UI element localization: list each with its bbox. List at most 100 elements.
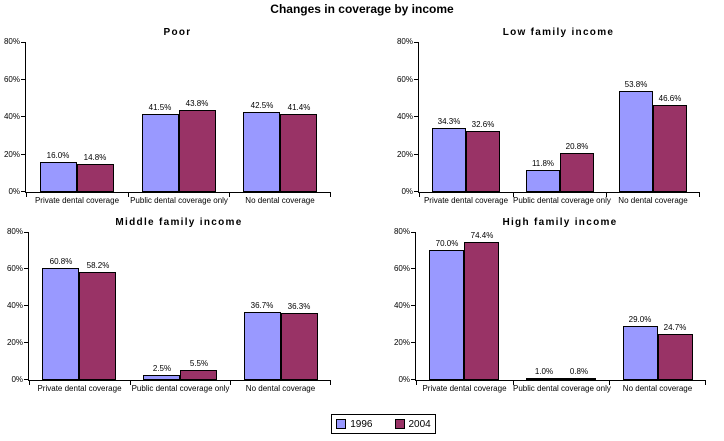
x-axis-tick xyxy=(416,381,417,385)
subplot-title-middle-family-income: Middle family income xyxy=(115,217,243,228)
y-axis-tick xyxy=(414,42,418,43)
bar-1996 xyxy=(619,91,653,192)
y-tick-label: 20% xyxy=(3,149,20,159)
y-tick-label: 20% xyxy=(6,338,23,347)
bar-1996 xyxy=(432,128,466,192)
x-category-label: Public dental coverage only xyxy=(131,384,230,393)
x-axis-tick xyxy=(330,381,331,385)
bar-2004 xyxy=(464,242,499,380)
x-axis-tick xyxy=(419,193,420,197)
subplot-low-family-income: Low family income 0% 20% 40% 60% 80% 34.3% 32.… xyxy=(390,25,724,215)
y-tick-label: 0% xyxy=(398,375,410,384)
bar-value-label: 36.7% xyxy=(250,301,274,310)
y-tick-label: 0% xyxy=(401,187,413,196)
y-tick-label: 20% xyxy=(396,149,413,159)
x-axis-tick xyxy=(513,381,514,385)
y-tick-label: 60% xyxy=(3,74,20,84)
bar-value-label: 58.2% xyxy=(86,261,110,270)
x-category-label: Private dental coverage xyxy=(423,196,509,205)
bar-value-label: 20.8% xyxy=(565,142,589,151)
y-tick-label: 40% xyxy=(3,112,20,121)
bar-value-label: 43.8% xyxy=(185,99,209,108)
bar-value-label: 1.0% xyxy=(534,367,554,376)
x-category-label: Private dental coverage xyxy=(37,384,122,393)
bar-value-label: 32.6% xyxy=(471,120,495,129)
legend-label-2004: 2004 xyxy=(408,418,431,430)
bar-2004 xyxy=(658,334,693,380)
y-axis-tick xyxy=(411,305,415,306)
y-tick-label: 40% xyxy=(396,112,413,121)
y-tick-label: 60% xyxy=(393,264,410,273)
bar-2004 xyxy=(77,164,114,192)
bar-1996 xyxy=(142,114,179,192)
y-tick-label: 80% xyxy=(396,37,413,46)
bar-value-label: 41.5% xyxy=(148,103,172,112)
x-axis-tick xyxy=(26,193,27,197)
plot-area-high-family-income: 0% 20% 40% 60% 80% 70.0% 74.4% Private dental c… xyxy=(394,227,706,393)
bar-value-label: 53.8% xyxy=(624,80,648,89)
x-axis-tick xyxy=(606,193,607,197)
bar-2004 xyxy=(179,110,216,192)
y-axis-tick xyxy=(411,232,415,233)
bar-2004 xyxy=(79,272,116,380)
y-axis-tick xyxy=(21,191,25,192)
y-tick-label: 20% xyxy=(393,338,410,347)
plot-area-poor: 0% 20% 40% 60% 80% 16.0% 14.8% Private dental c… xyxy=(4,37,331,205)
x-axis-tick xyxy=(705,381,706,385)
subplot-title-poor: Poor xyxy=(163,27,192,38)
bar-1996 xyxy=(429,250,464,380)
bar-2004 xyxy=(653,105,687,192)
y-axis-tick xyxy=(21,78,25,80)
x-axis-tick xyxy=(513,193,514,197)
bar-value-label: 41.4% xyxy=(287,103,311,112)
bar-value-label: 14.8% xyxy=(83,153,107,162)
bar-value-label: 60.8% xyxy=(49,257,73,266)
bar-2004 xyxy=(560,153,594,192)
subplot-poor: Poor 0% 20% 40% 60% 80% 16.0% 14.8% Private den… xyxy=(0,25,350,215)
legend-swatch-1996 xyxy=(336,419,347,429)
subplot-title-high-family-income: High family income xyxy=(502,217,618,228)
bar-value-label: 2.5% xyxy=(152,364,172,373)
bar-value-label: 74.4% xyxy=(470,231,494,240)
y-axis-tick xyxy=(414,191,418,192)
plot-area-middle-family-income: 0% 20% 40% 60% 80% 60.8% 58.2% Private dental c… xyxy=(7,227,331,393)
bar-value-label: 24.7% xyxy=(663,323,687,332)
y-axis-tick xyxy=(414,116,418,117)
subplot-high-family-income: High family income 0% 20% 40% 60% 80% 70.0% 74… xyxy=(390,215,724,405)
x-category-label: No dental coverage xyxy=(618,196,688,205)
legend-swatch-2004 xyxy=(394,419,405,429)
legend-label-1996: 1996 xyxy=(350,418,373,430)
y-tick-label: 0% xyxy=(8,187,20,196)
bar-value-label: 29.0% xyxy=(628,315,652,324)
x-axis-tick xyxy=(609,381,610,385)
y-axis-tick xyxy=(21,42,25,43)
x-category-label: Public dental coverage only xyxy=(513,196,611,205)
legend: 1996 2004 xyxy=(331,414,436,434)
bar-1996 xyxy=(623,326,658,380)
x-axis-tick xyxy=(330,193,331,197)
y-axis-tick xyxy=(21,116,25,117)
y-axis-tick xyxy=(24,379,28,380)
bar-value-label: 0.8% xyxy=(569,367,589,376)
bar-1996 xyxy=(526,170,560,192)
x-category-label: Public dental coverage only xyxy=(130,196,228,205)
bar-2004 xyxy=(180,370,217,380)
x-axis-tick xyxy=(699,193,700,197)
x-category-label: No dental coverage xyxy=(245,196,315,205)
bar-value-label: 11.8% xyxy=(531,159,555,168)
x-axis-tick xyxy=(130,381,131,385)
x-axis-tick xyxy=(229,193,230,197)
bar-2004 xyxy=(466,131,500,192)
y-axis-tick xyxy=(21,153,25,155)
y-axis-tick xyxy=(24,268,28,269)
bar-1996 xyxy=(40,162,77,192)
y-axis-tick xyxy=(414,153,418,155)
y-axis-tick xyxy=(414,78,418,80)
chart-main-title: Changes in coverage by income xyxy=(270,2,454,16)
y-axis-tick xyxy=(411,268,415,269)
subplot-title-low-family-income: Low family income xyxy=(502,27,615,38)
y-axis-tick xyxy=(411,379,415,380)
x-axis-tick xyxy=(29,381,30,385)
bar-2004 xyxy=(280,114,317,192)
x-axis-tick xyxy=(230,381,231,385)
